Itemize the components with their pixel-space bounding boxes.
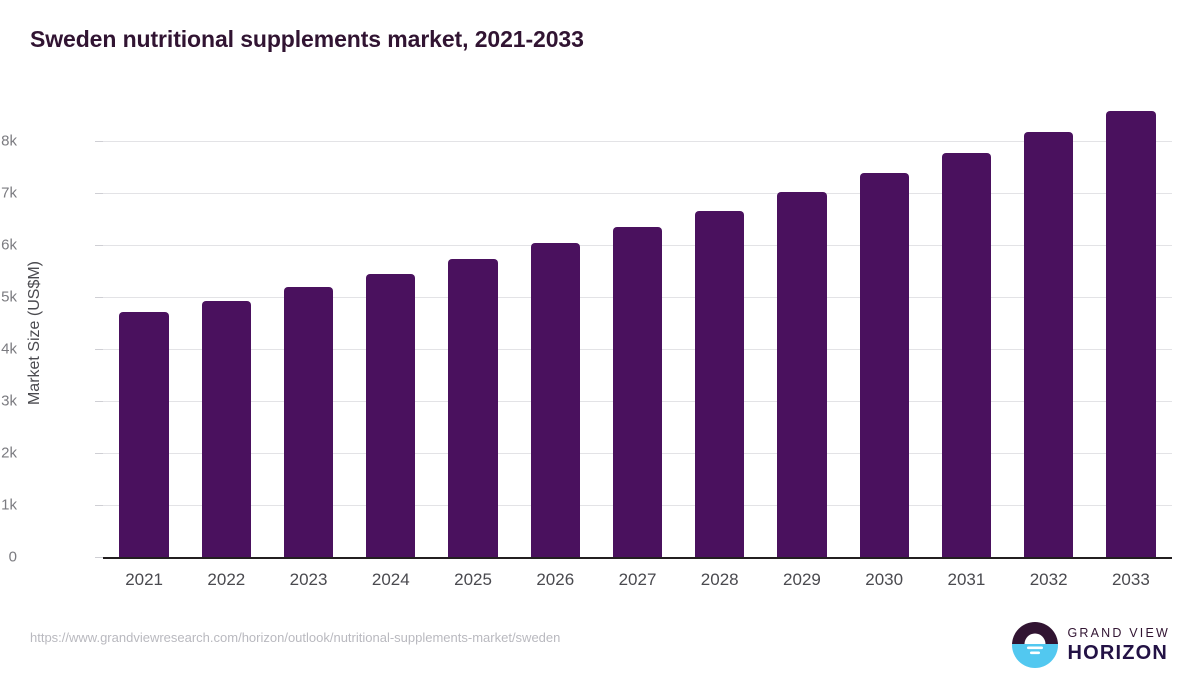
bar[interactable] [1023,132,1074,557]
x-tick-label: 2028 [700,570,739,589]
x-tick-label: 2023 [289,570,328,589]
x-tick-label: 2032 [1029,570,1068,589]
brand-logo-text: GRAND VIEW HORIZON [1067,627,1170,663]
y-tick-mark [95,505,103,506]
y-tick-mark [95,401,103,402]
bar[interactable] [941,152,992,557]
brand-logo-line1: GRAND VIEW [1067,626,1170,641]
y-tick-label: 6k [1,236,17,254]
brand-logo[interactable]: GRAND VIEW HORIZON [1012,622,1170,668]
bar[interactable] [283,287,334,557]
bar[interactable] [695,211,745,557]
source-url[interactable]: https://www.grandviewresearch.com/horizo… [30,630,561,645]
bar[interactable] [366,274,416,557]
y-tick-mark [95,557,103,558]
gridline [103,193,1172,194]
y-tick-label: 2k [1,444,17,462]
sunrise-circle-icon [1012,622,1059,668]
page-title: Sweden nutritional supplements market, 2… [30,26,584,52]
y-tick-label: 4k [1,340,17,358]
x-tick-label: 2024 [371,570,410,589]
y-tick-mark [95,349,103,350]
y-tick-mark [95,193,103,194]
x-tick-label: 2031 [947,570,986,589]
x-tick-label: 2029 [783,570,821,589]
bar[interactable] [201,301,251,557]
y-axis-label: Market Size (US$M) [26,260,43,406]
brand-logo-line2: HORIZON [1067,641,1169,664]
y-tick-mark [95,453,103,454]
y-tick-label: 7k [1,184,17,202]
y-tick-label: 0 [8,548,17,566]
bar[interactable] [1106,110,1156,557]
x-axis-line [103,557,1172,559]
y-tick-label: 8k [1,132,17,150]
bar[interactable] [777,191,827,557]
bar[interactable] [859,173,909,557]
x-tick-label: 2033 [1111,570,1150,589]
gridline [103,141,1172,142]
bar[interactable] [448,259,498,557]
y-tick-label: 5k [1,288,17,306]
y-tick-mark [95,141,103,142]
x-tick-label: 2026 [536,570,575,589]
bar[interactable] [119,312,169,557]
bar[interactable] [530,242,580,557]
y-tick-label: 3k [1,392,17,410]
x-tick-label: 2021 [125,570,164,589]
y-tick-label: 1k [1,496,17,514]
y-tick-mark [95,297,103,298]
bar[interactable] [612,226,663,557]
x-tick-label: 2022 [207,570,246,589]
y-tick-mark [95,245,103,246]
x-tick-label: 2027 [618,570,657,589]
plot-area [103,90,1172,557]
x-tick-label: 2025 [454,570,492,589]
x-tick-label: 2030 [865,570,904,589]
